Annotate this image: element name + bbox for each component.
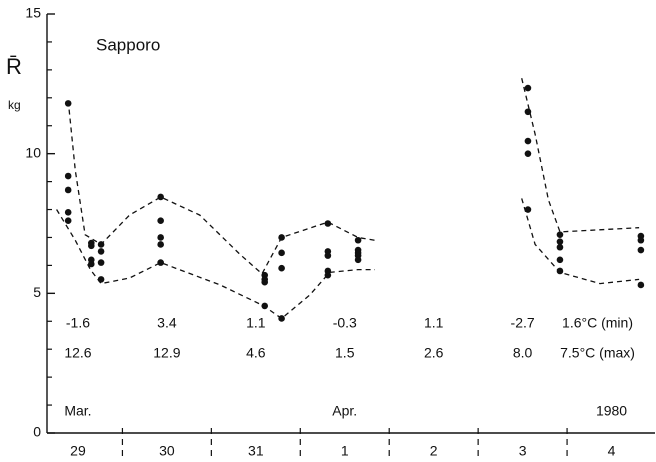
- data-point: [524, 84, 532, 92]
- data-point: [354, 256, 362, 264]
- data-point: [524, 150, 532, 157]
- data-point: [97, 276, 105, 283]
- data-point: [556, 243, 564, 251]
- data-point: [88, 260, 95, 268]
- y-axis-unit: kg: [8, 98, 21, 112]
- data-point: [157, 241, 164, 248]
- temperature-min: -2.7: [511, 315, 535, 331]
- data-point: [64, 172, 72, 180]
- temperature-max: 4.6: [246, 345, 266, 361]
- data-point: [354, 236, 362, 244]
- data-point: [324, 271, 332, 279]
- temperature-min: -0.3: [333, 315, 357, 331]
- data-point: [97, 248, 105, 255]
- data-point: [64, 186, 72, 194]
- data-point: [157, 234, 164, 241]
- temperature-min: 1.1: [424, 315, 444, 331]
- x-tick-label: 30: [159, 443, 175, 459]
- month-label: Mar.: [64, 403, 91, 419]
- x-tick-label: 29: [70, 443, 86, 459]
- data-point: [88, 242, 95, 250]
- temperature-min: -1.6: [66, 315, 90, 331]
- temperature-max: 12.9: [153, 345, 180, 361]
- data-point: [637, 246, 645, 254]
- data-point: [324, 252, 332, 259]
- y-tick-label: 15: [25, 5, 41, 21]
- y-tick-label: 10: [25, 144, 41, 160]
- envelope-curve: [67, 78, 640, 275]
- data-point: [157, 193, 164, 201]
- y-tick-label: 0: [33, 424, 41, 440]
- y-tick-label: 5: [33, 284, 41, 300]
- data-point: [556, 256, 564, 264]
- data-point: [637, 281, 645, 289]
- chart-title: Sapporo: [96, 35, 160, 54]
- month-label: 1980: [596, 403, 627, 419]
- data-point: [278, 315, 285, 322]
- data-point: [157, 217, 164, 225]
- temperature-max: 12.6: [64, 345, 91, 361]
- temperature-max: 7.5°C (max): [560, 345, 635, 361]
- temperature-max: 2.6: [424, 345, 444, 361]
- data-point: [97, 259, 105, 266]
- x-tick-label: 2: [430, 443, 438, 459]
- temperature-min: 1.1: [246, 315, 266, 331]
- data-point: [278, 264, 285, 272]
- data-point: [157, 259, 164, 266]
- data-point: [324, 220, 332, 227]
- data-point: [261, 302, 269, 310]
- temperature-max: 1.5: [335, 345, 355, 361]
- month-label: Apr.: [332, 403, 357, 419]
- x-tick-label: 1: [341, 443, 349, 459]
- temperature-max: 8.0: [513, 345, 533, 361]
- data-point: [524, 137, 532, 145]
- data-point: [524, 206, 532, 213]
- data-point: [97, 241, 105, 248]
- data-point: [637, 236, 645, 244]
- temperature-min: 3.4: [157, 315, 177, 331]
- data-point: [278, 234, 285, 241]
- temperature-min: 1.6°C (min): [562, 315, 633, 331]
- data-point: [64, 100, 72, 107]
- data-point: [64, 209, 72, 216]
- data-point: [64, 217, 72, 225]
- y-axis-label: R̄: [6, 54, 22, 79]
- data-point: [556, 231, 564, 238]
- data-point: [556, 238, 564, 245]
- data-point: [278, 249, 285, 257]
- x-tick-label: 3: [519, 443, 527, 459]
- data-point: [261, 278, 269, 286]
- data-point: [556, 267, 564, 275]
- x-tick-label: 31: [248, 443, 264, 459]
- x-tick-label: 4: [608, 443, 616, 459]
- envelope-curve: [56, 198, 640, 320]
- data-point: [524, 108, 532, 116]
